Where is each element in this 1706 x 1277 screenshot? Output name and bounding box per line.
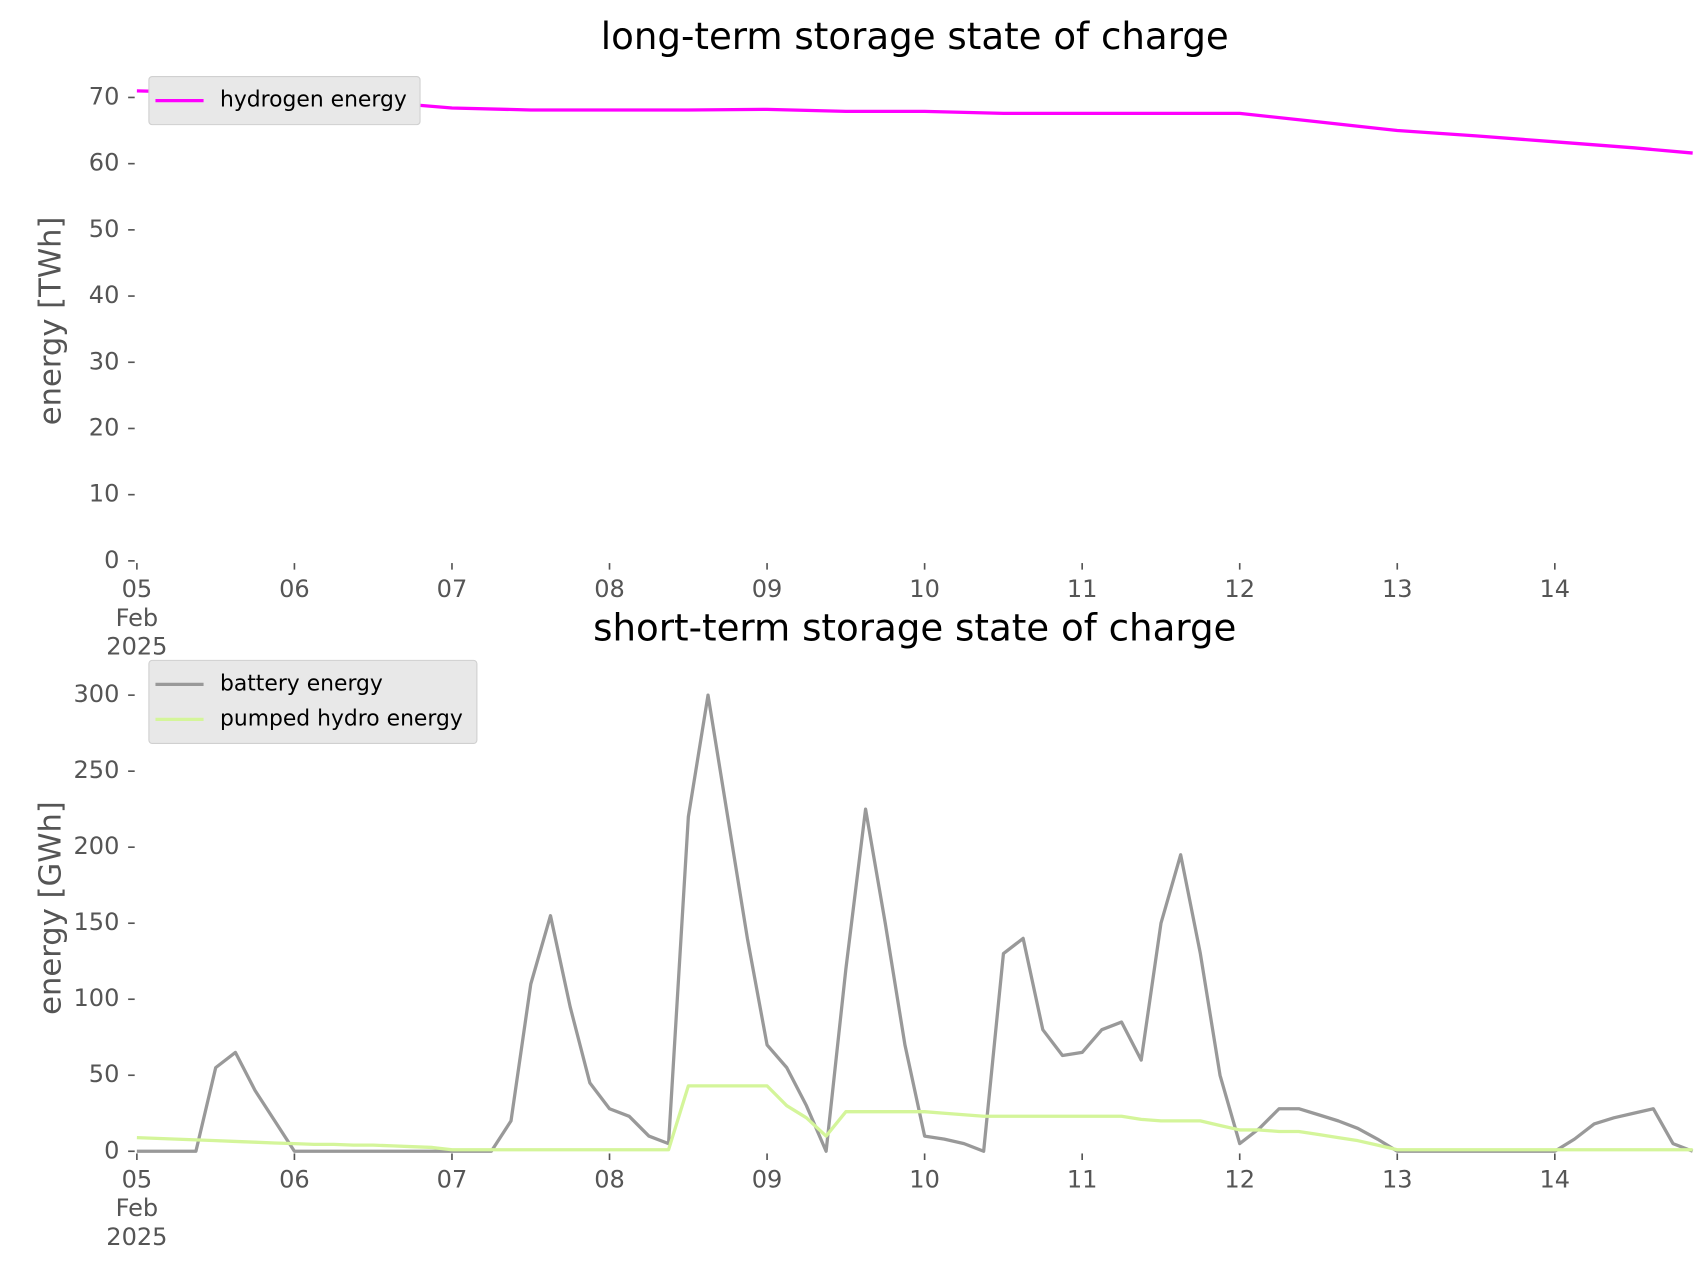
x-tick-label: 13: [1382, 1165, 1413, 1193]
x-tick-label: 12: [1224, 1165, 1255, 1193]
x-tick-label: 08: [594, 575, 625, 603]
y-tick-label: 60: [89, 149, 120, 177]
y-tick-label: 10: [89, 480, 120, 508]
y-axis-label: energy [TWh]: [33, 217, 68, 426]
y-tick-label: 250: [73, 756, 119, 784]
legend-box: [148, 75, 421, 126]
y-tick-label: 30: [89, 347, 120, 375]
x-tick-label: 09: [752, 1165, 783, 1193]
legend-label: battery energy: [220, 671, 383, 696]
x-tick-label: 07: [437, 1165, 468, 1193]
x-tick-label: 05 Feb 2025: [106, 575, 167, 661]
x-tick-label: 05 Feb 2025: [106, 1165, 167, 1251]
x-tick-label: 14: [1540, 1165, 1571, 1193]
y-tick-label: 20: [89, 413, 120, 441]
x-tick-label: 07: [437, 575, 468, 603]
legend-box: [148, 659, 478, 745]
legend-label: hydrogen energy: [220, 88, 407, 113]
x-tick-label: 09: [752, 575, 783, 603]
x-tick-label: 12: [1224, 575, 1255, 603]
y-tick-label: 50: [89, 215, 120, 243]
y-tick-label: 0: [104, 546, 119, 574]
x-tick-label: 10: [909, 575, 940, 603]
x-tick-label: 06: [279, 1165, 310, 1193]
x-tick-label: 13: [1382, 575, 1413, 603]
chart-title: long-term storage state of charge: [601, 14, 1229, 58]
x-tick-label: 11: [1067, 575, 1098, 603]
x-tick-label: 10: [909, 1165, 940, 1193]
y-tick-label: 70: [89, 82, 120, 110]
y-axis-label: energy [GWh]: [33, 801, 68, 1015]
x-tick-label: 14: [1540, 575, 1571, 603]
x-tick-label: 08: [594, 1165, 625, 1193]
x-tick-label: 11: [1067, 1165, 1098, 1193]
series-line: [136, 1084, 1693, 1152]
y-tick-label: 300: [73, 680, 119, 708]
y-tick-label: 40: [89, 281, 120, 309]
x-tick-label: 06: [279, 575, 310, 603]
y-tick-label: 0: [104, 1136, 119, 1164]
y-tick-label: 100: [73, 984, 119, 1012]
series-line: [136, 693, 1694, 1153]
y-tick-label: 50: [89, 1060, 120, 1088]
y-tick-label: 150: [73, 908, 119, 936]
y-tick-label: 200: [73, 832, 119, 860]
legend-label: pumped hydro energy: [220, 706, 463, 731]
chart-title: short-term storage state of charge: [593, 605, 1236, 649]
